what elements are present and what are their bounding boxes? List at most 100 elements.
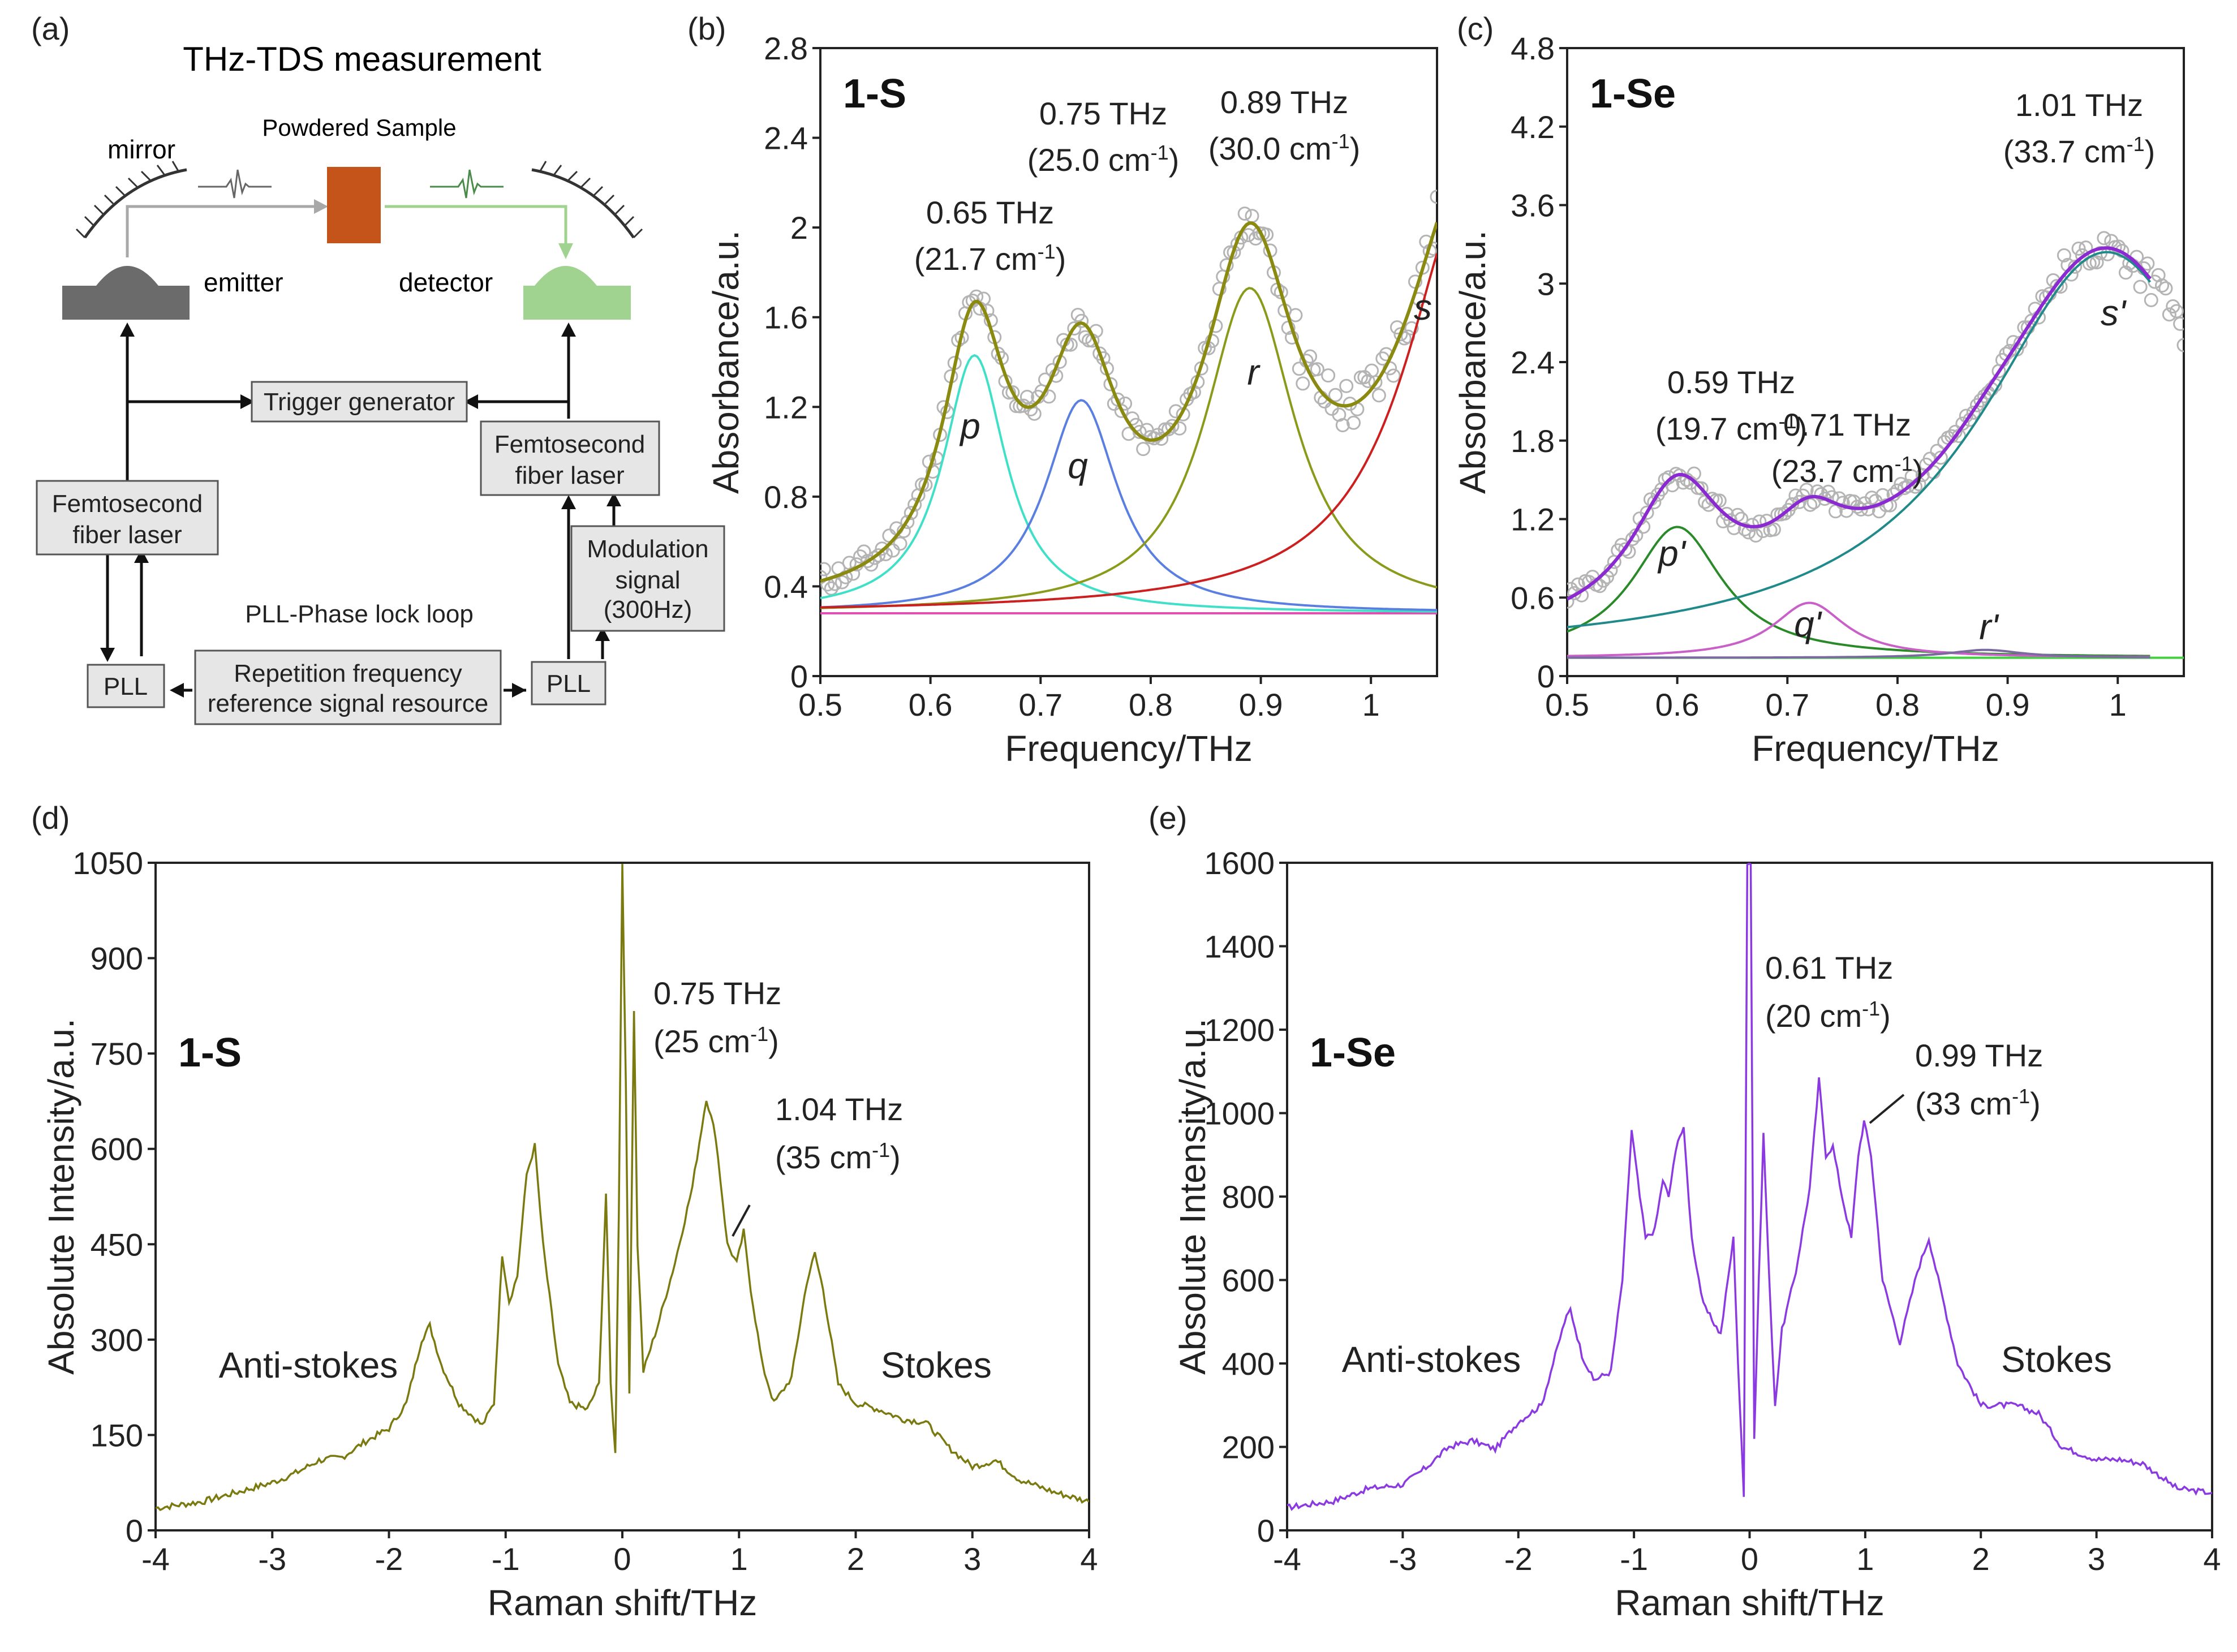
x-tick-label: 0.5 [1545, 687, 1589, 722]
x-tick-label: -1 [492, 1541, 520, 1577]
data-point [1335, 418, 1350, 432]
modulation-line1: Modulation [587, 535, 708, 563]
data-point [2068, 259, 2083, 274]
y-tick-label: 1600 [1204, 845, 1275, 881]
stokes-label: Stokes [881, 1345, 992, 1386]
emitter-label: emitter [204, 268, 283, 297]
plot-area [156, 864, 1089, 1512]
y-tick-label: 900 [91, 941, 143, 976]
stokes-label: Stokes [2001, 1339, 2112, 1380]
data-point [1241, 228, 1256, 243]
data-point [1933, 450, 1948, 465]
x-tick-label: 0.6 [1655, 687, 1700, 722]
data-point [1368, 375, 1383, 390]
fs-laser-left-line2: fiber laser [72, 521, 182, 549]
peak-annotation-frequency: 0.75 THz [1039, 96, 1167, 131]
y-tick-label: 0 [1257, 1513, 1275, 1548]
data-point [1647, 495, 1662, 510]
arrow-icon [558, 243, 573, 259]
y-tick-label: 0.4 [764, 569, 808, 604]
data-point [820, 570, 828, 584]
pulse-transmitted-icon [430, 169, 504, 199]
data-point [2176, 338, 2184, 352]
data-point [1067, 321, 1082, 335]
y-tick-label: 3 [1537, 266, 1555, 302]
y-tick-label: 750 [91, 1036, 143, 1072]
data-point [2097, 231, 2111, 246]
data-point [1103, 377, 1118, 392]
panel-label-c: (c) [1457, 11, 1494, 46]
beam-path-emitter [126, 205, 314, 257]
x-tick-label: 0.9 [1239, 687, 1283, 722]
peak-label: q [1068, 445, 1088, 486]
data-point [1694, 481, 1709, 496]
data-point [2133, 279, 2148, 294]
peak-annotation-frequency: 0.89 THz [1220, 84, 1348, 120]
wiring-arrows [100, 322, 621, 698]
x-tick-label: -4 [141, 1541, 170, 1577]
x-tick-label: -1 [1620, 1541, 1648, 1577]
data-point [2162, 307, 2176, 322]
data-point [1165, 419, 1180, 433]
peak-curve-r [820, 287, 1437, 609]
y-tick-label: 400 [1222, 1346, 1275, 1382]
data-point [1625, 532, 1640, 547]
data-point [1237, 206, 1252, 221]
y-tick-label: 1.8 [1511, 423, 1555, 459]
data-point [1785, 497, 1800, 511]
peak-label: s [1414, 287, 1432, 328]
chart-b-absorbance-1s: 0.5 0.6 0.7 0.8 0.9 1 0 0.4 0.8 1.2 1.6 2 2.4 2.8 Freq… [705, 31, 1438, 769]
trigger-generator-label: Trigger generator [264, 388, 455, 416]
data-point [1865, 491, 1879, 505]
peak-curve-s-prime [1567, 251, 2152, 629]
x-tick-label: -2 [375, 1541, 403, 1577]
panel-label-d: (d) [31, 800, 70, 836]
pll-caption: PLL-Phase lock loop [245, 600, 474, 628]
data-point [1288, 308, 1303, 322]
panel-label-e: (e) [1148, 800, 1187, 836]
panel-label-b: (b) [687, 11, 726, 46]
y-tick-label: 0.6 [1511, 580, 1555, 616]
peak-annotation-wavenumber: (25.0 cm-1) [1027, 141, 1180, 178]
mirror-label: mirror [107, 135, 175, 164]
x-tick-label: 0 [613, 1541, 631, 1577]
peak-annotation-frequency: 1.04 THz [775, 1091, 903, 1127]
y-tick-label: 150 [91, 1417, 143, 1453]
arrow-icon [314, 199, 328, 214]
data-point [2155, 278, 2170, 293]
y-axis-label: Absolute Intensity/a.u. [41, 1018, 81, 1375]
x-axis-label: Frequency/THz [1752, 728, 1999, 769]
peak-annotation-wavenumber: (33 cm-1) [1915, 1085, 2041, 1122]
detector-label: detector [399, 268, 493, 297]
chart-title: 1-S [178, 1030, 242, 1075]
y-tick-label: 0 [790, 659, 808, 694]
peak-annotation-frequency: 0.99 THz [1915, 1038, 2043, 1073]
y-tick-label: 1.2 [1511, 502, 1555, 537]
annotation-leader-line [1869, 1094, 1905, 1124]
data-point [1894, 476, 1908, 491]
peak-annotation-wavenumber: (33.7 cm-1) [2003, 132, 2156, 170]
x-tick-label: 0.8 [1875, 687, 1920, 722]
chart-title: 1-Se [1590, 71, 1676, 117]
chart-c-absorbance-1se: 0.5 0.6 0.7 0.8 0.9 1 0 0.6 1.2 1.8 2.4 3 3.6 4.2 4.8 F… [1452, 31, 2185, 769]
data-point [2173, 316, 2184, 331]
peak-curve-q [820, 399, 1437, 612]
peak-annotation-frequency: 1.01 THz [2015, 87, 2143, 123]
y-tick-label: 1200 [1204, 1012, 1275, 1048]
y-tick-label: 1050 [72, 845, 143, 881]
peak-annotation-wavenumber: (19.7 cm-1) [1655, 410, 1808, 447]
x-tick-label: 4 [1080, 1541, 1098, 1577]
data-point [1245, 209, 1259, 223]
data-point [1393, 327, 1408, 342]
x-tick-label: 0 [1741, 1541, 1758, 1577]
y-tick-label: 4.8 [1511, 31, 1555, 66]
plot-area [1287, 863, 2212, 1511]
data-point [2057, 248, 2071, 263]
x-tick-label: 3 [2088, 1541, 2105, 1577]
pll-right-box [531, 661, 606, 705]
data-point [824, 581, 838, 596]
annotation-leader-line [732, 1204, 751, 1237]
peak-curve-r-prime [1567, 648, 2150, 659]
y-tick-label: 2 [790, 210, 808, 246]
